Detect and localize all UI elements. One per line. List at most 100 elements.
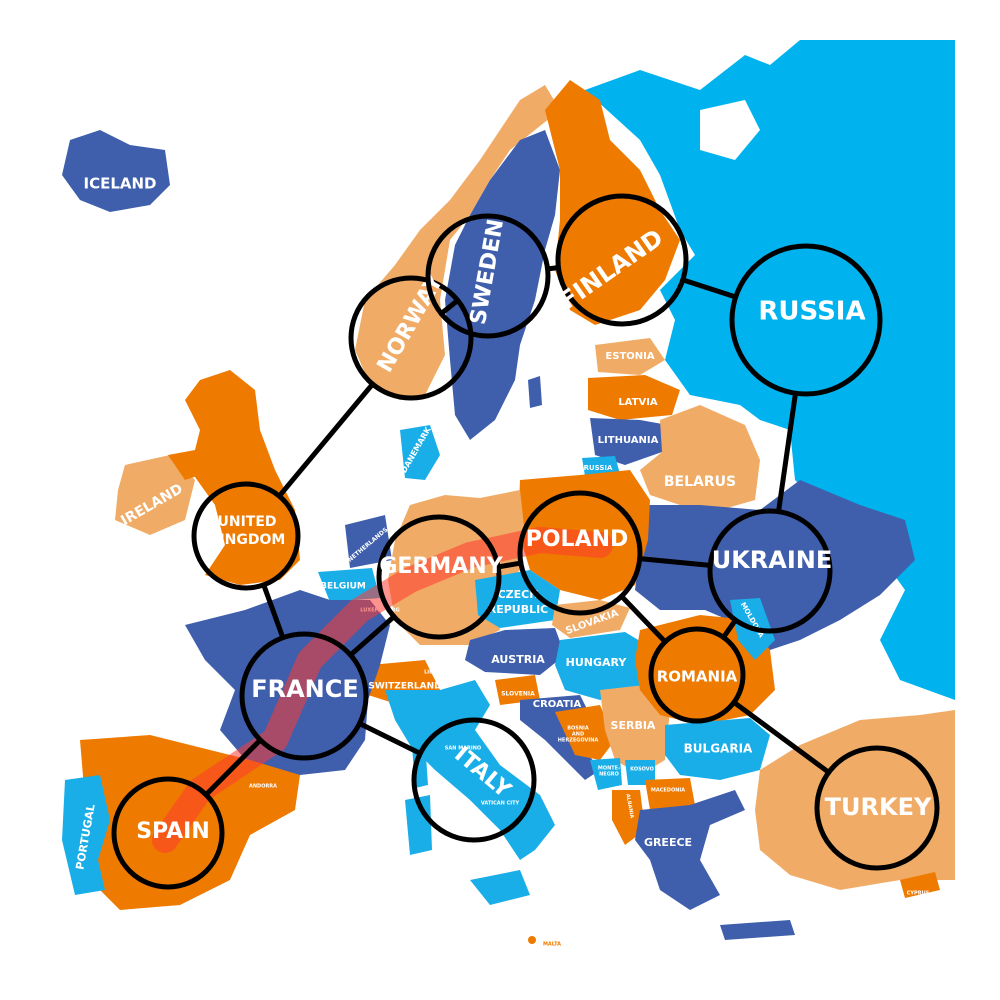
node-poland-circle[interactable] bbox=[517, 490, 643, 616]
italy-land bbox=[385, 680, 555, 860]
label-kosovo: KOSOVO bbox=[630, 767, 654, 773]
label-croatia: CROATIA bbox=[533, 699, 582, 710]
label-monaco: MONACO bbox=[360, 756, 385, 762]
label-austria: AUSTRIA bbox=[491, 653, 545, 666]
edge-poland-romania bbox=[619, 593, 668, 645]
node-uk[interactable]: UNITED KINGDOM bbox=[191, 481, 301, 591]
label-bosnia-2: AND bbox=[572, 732, 584, 738]
northern-ireland-land bbox=[168, 450, 200, 480]
sicily-land bbox=[470, 870, 530, 905]
sardinia-land bbox=[405, 795, 432, 855]
label-czech: CZECH bbox=[498, 588, 539, 601]
node-finland-circle[interactable] bbox=[555, 193, 689, 327]
austria-land bbox=[465, 628, 565, 675]
edge-france-germany bbox=[348, 614, 397, 658]
edge-finland-russia bbox=[680, 277, 739, 300]
label-bulgaria: BULGARIA bbox=[684, 742, 753, 756]
node-spain-label: SPAIN bbox=[136, 819, 210, 844]
kaliningrad-land bbox=[582, 456, 620, 476]
label-macedonia: MACEDONIA bbox=[651, 788, 685, 794]
node-romania-label: ROMANIA bbox=[657, 668, 738, 686]
node-ukraine[interactable]: UKRAINE bbox=[707, 508, 833, 634]
node-sweden[interactable]: SWEDEN bbox=[425, 213, 551, 339]
label-andorra: ANDORRA bbox=[249, 784, 277, 790]
label-lithuania: LITHUANIA bbox=[598, 435, 659, 446]
label-slovenia: SLOVENIA bbox=[501, 691, 535, 698]
cyprus-land bbox=[900, 872, 940, 898]
node-spain[interactable]: SPAIN bbox=[111, 776, 225, 890]
ukraine-land bbox=[635, 480, 915, 650]
finland-land bbox=[545, 80, 680, 325]
edge-norway-uk bbox=[276, 381, 376, 499]
label-czech-2: REPUBLIC bbox=[488, 603, 549, 616]
node-finland[interactable]: FINLAND bbox=[555, 193, 689, 327]
iceland-land bbox=[62, 130, 170, 212]
denmark-land bbox=[400, 425, 440, 480]
node-norway[interactable]: NORWAY bbox=[348, 270, 474, 401]
node-italy-circle[interactable] bbox=[411, 717, 537, 843]
slovenia-land bbox=[495, 675, 540, 705]
label-hungary: HUNGARY bbox=[566, 656, 628, 669]
node-uk-label-1: UNITED bbox=[217, 514, 276, 530]
edge-poland-ukraine bbox=[637, 556, 713, 568]
node-france-circle[interactable] bbox=[239, 631, 369, 761]
label-bosnia: BOSNIA bbox=[567, 726, 589, 732]
graph-edges bbox=[203, 265, 832, 798]
bosnia-land bbox=[555, 705, 615, 760]
label-vatican: VATICAN CITY bbox=[481, 801, 520, 807]
node-ukraine-label: UKRAINE bbox=[712, 546, 833, 574]
label-switzerland: SWITZERLAND bbox=[368, 682, 441, 692]
node-russia[interactable]: RUSSIA bbox=[729, 243, 883, 397]
node-italy[interactable]: ITALY bbox=[411, 717, 537, 843]
edge-russia-ukraine bbox=[776, 390, 798, 515]
crete-land bbox=[720, 920, 795, 940]
node-sweden-circle[interactable] bbox=[425, 213, 551, 339]
node-romania-circle[interactable] bbox=[648, 626, 746, 724]
node-poland-label: POLAND bbox=[526, 527, 629, 552]
latvia-land bbox=[588, 375, 680, 420]
node-germany[interactable]: GERMANY bbox=[376, 514, 504, 640]
node-germany-label: GERMANY bbox=[379, 554, 503, 579]
gotland-land bbox=[528, 376, 542, 408]
node-russia-circle[interactable] bbox=[729, 243, 883, 397]
label-kaliningrad: RUSSIA bbox=[584, 464, 613, 472]
node-germany-circle[interactable] bbox=[376, 514, 502, 640]
node-ukraine-circle[interactable] bbox=[707, 508, 833, 634]
node-spain-circle[interactable] bbox=[111, 776, 225, 890]
edge-france-spain bbox=[203, 737, 263, 798]
norway-land bbox=[355, 85, 560, 400]
montenegro-land bbox=[590, 758, 622, 790]
malta-land bbox=[528, 936, 536, 944]
netherlands-land bbox=[345, 515, 392, 568]
label-iceland: ICELAND bbox=[83, 175, 156, 193]
node-turkey[interactable]: TURKEY bbox=[814, 745, 940, 871]
node-uk-circle[interactable] bbox=[191, 481, 301, 591]
label-montenegro: MONTE- bbox=[598, 766, 620, 772]
kosovo-land bbox=[625, 760, 655, 785]
ireland-land bbox=[115, 455, 195, 535]
node-france-label: FRANCE bbox=[251, 675, 359, 703]
belarus-land bbox=[640, 405, 760, 510]
node-turkey-circle[interactable] bbox=[814, 745, 940, 871]
edge-uk-france bbox=[261, 582, 286, 641]
portugal-land bbox=[62, 775, 110, 895]
edge-germany-poland bbox=[495, 560, 524, 570]
white-sea bbox=[700, 100, 760, 160]
label-malta: MALTA bbox=[543, 942, 561, 948]
label-latvia: LATVIA bbox=[618, 397, 658, 408]
node-russia-label: RUSSIA bbox=[758, 297, 865, 327]
uk-land bbox=[185, 370, 300, 585]
label-belgium: BELGIUM bbox=[320, 582, 366, 592]
romania-land bbox=[635, 615, 775, 725]
node-romania[interactable]: ROMANIA bbox=[648, 626, 746, 724]
node-norway-circle[interactable] bbox=[348, 275, 474, 401]
node-france[interactable]: FRANCE bbox=[239, 631, 369, 761]
label-estonia: ESTONIA bbox=[605, 351, 654, 362]
edge-norway-sweden bbox=[438, 297, 461, 317]
macedonia-land bbox=[645, 778, 695, 810]
bulgaria-land bbox=[665, 718, 770, 780]
slovakia-land bbox=[552, 600, 630, 638]
node-poland[interactable]: POLAND bbox=[517, 490, 643, 616]
node-turkey-label: TURKEY bbox=[825, 793, 932, 821]
edge-france-italy bbox=[357, 720, 423, 756]
